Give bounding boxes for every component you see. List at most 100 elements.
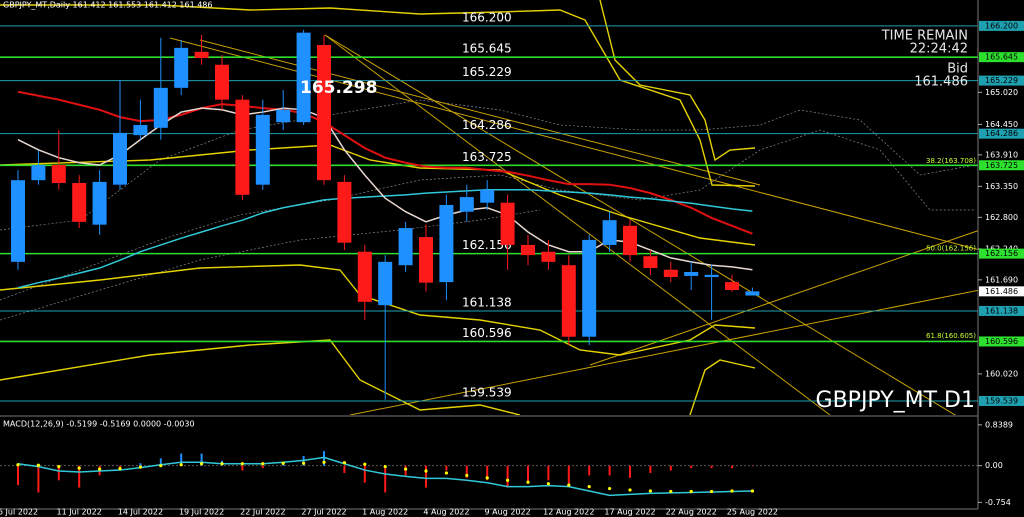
histogram-bar bbox=[567, 465, 570, 486]
cloud bbox=[0, 99, 976, 321]
candle-body bbox=[153, 87, 168, 128]
signal-dot bbox=[608, 486, 612, 491]
signal-dot bbox=[77, 466, 81, 470]
signal-dot bbox=[506, 478, 510, 482]
signal-dot bbox=[669, 489, 673, 494]
signal-dot bbox=[750, 489, 755, 493]
signal-dot bbox=[710, 489, 714, 494]
y-tick-label: 163.350 bbox=[985, 182, 1018, 191]
level-tag-label: 161.138 bbox=[985, 306, 1018, 315]
x-tick-label: 4 Aug 2022 bbox=[423, 508, 469, 517]
level-tag-label: 159.539 bbox=[985, 396, 1018, 405]
level-tag-label: 162.156 bbox=[985, 249, 1018, 258]
signal-dot bbox=[363, 462, 367, 466]
x-tick-label: 6 Jul 2022 bbox=[0, 508, 38, 517]
level-label: 162.156 bbox=[462, 238, 512, 252]
price-tag bbox=[979, 286, 1024, 297]
x-tick-label: 14 Jul 2022 bbox=[118, 508, 163, 517]
histogram-bar bbox=[425, 465, 427, 488]
macd-plot bbox=[0, 451, 978, 497]
x-tick-label: 27 Jul 2022 bbox=[301, 508, 346, 517]
histogram-bar bbox=[78, 465, 81, 488]
level-tag bbox=[979, 75, 1024, 86]
bid-label: Bid bbox=[947, 62, 968, 77]
candle-body bbox=[296, 32, 311, 123]
candle-body bbox=[745, 291, 760, 296]
candle-body bbox=[419, 237, 433, 283]
candle-body bbox=[459, 197, 474, 212]
signal-dot bbox=[302, 461, 306, 465]
price-annotation: 165.298 bbox=[300, 78, 377, 98]
y-tick-label: 161.690 bbox=[985, 275, 1018, 284]
signal-dot bbox=[546, 482, 551, 486]
candle-body bbox=[337, 181, 352, 243]
x-tick-label: 25 Aug 2022 bbox=[727, 508, 778, 517]
y-tick-label: 0.00 bbox=[985, 461, 1003, 470]
level-label: 165.229 bbox=[462, 65, 512, 79]
signal-dot bbox=[383, 465, 387, 469]
histogram-bar bbox=[323, 451, 325, 466]
candle-body bbox=[684, 271, 699, 276]
histogram-bar bbox=[710, 465, 713, 469]
level-tag bbox=[979, 52, 1024, 63]
y-tick-label: 162.800 bbox=[985, 213, 1018, 222]
candle-body bbox=[704, 274, 719, 278]
signal-dot bbox=[444, 471, 448, 475]
histogram-bar bbox=[527, 465, 529, 483]
signal-dot bbox=[485, 476, 489, 480]
y-tick-label: -0.754 bbox=[985, 498, 1011, 507]
level-tag bbox=[979, 305, 1024, 316]
signal-dot bbox=[159, 464, 163, 468]
level-tag bbox=[979, 160, 1024, 171]
candle-body bbox=[255, 114, 270, 185]
candle-body bbox=[602, 220, 617, 245]
time-remain: 22:24:42 bbox=[910, 42, 968, 57]
candle-body bbox=[541, 251, 556, 262]
candle-body bbox=[663, 269, 678, 278]
main-plot: 166.200 165.645 165.229 164.286 163.725 162.1… bbox=[0, 0, 978, 415]
level-label: 160.596 bbox=[462, 326, 512, 340]
fib-label: 38.2(163.708) bbox=[926, 157, 976, 165]
candle-body bbox=[276, 109, 291, 123]
signal-dot bbox=[200, 462, 204, 466]
price-axis: 165.020164.450163.910163.350162.800162.2… bbox=[978, 20, 1024, 507]
candle-body bbox=[500, 202, 515, 245]
fib-label: 61.8(160.605) bbox=[926, 332, 976, 340]
signal-dot bbox=[261, 462, 265, 466]
bid-price: 161.486 bbox=[914, 75, 968, 90]
candle-body bbox=[398, 228, 413, 266]
histogram-bar bbox=[17, 465, 19, 486]
histogram-bar bbox=[486, 465, 489, 481]
candle-body bbox=[561, 265, 576, 337]
histogram-bar bbox=[669, 465, 672, 471]
signal-dot bbox=[587, 485, 591, 489]
candle-body bbox=[643, 256, 658, 269]
signal-dot bbox=[689, 489, 693, 494]
candle-body bbox=[357, 251, 372, 302]
chart-title: GBPJPY_MT,Daily 161.412 161.553 161.412 … bbox=[3, 1, 212, 10]
level-label: 164.286 bbox=[462, 118, 512, 132]
y-tick-label: 165.020 bbox=[985, 88, 1018, 97]
signal-dot bbox=[98, 467, 102, 471]
signal-dot bbox=[404, 467, 408, 471]
candle-body bbox=[31, 164, 46, 181]
candle-body bbox=[51, 164, 66, 184]
candles bbox=[11, 29, 760, 400]
signal-dot bbox=[342, 461, 346, 465]
signal-dot bbox=[179, 463, 183, 467]
candle-body bbox=[174, 47, 189, 88]
histogram-bar bbox=[547, 465, 550, 481]
level-tag bbox=[979, 20, 1024, 31]
signal-dot bbox=[322, 460, 326, 464]
level-tag bbox=[979, 248, 1024, 259]
histogram-bar bbox=[241, 465, 244, 471]
histogram-bar bbox=[200, 453, 203, 466]
fib-label: 50.0(162.156) bbox=[926, 245, 976, 253]
y-tick-label: 164.450 bbox=[985, 120, 1018, 129]
x-tick-label: 22 Jul 2022 bbox=[240, 508, 285, 517]
histogram-bar bbox=[608, 465, 611, 476]
signal-dot bbox=[526, 480, 530, 484]
signal-dot bbox=[465, 473, 469, 478]
